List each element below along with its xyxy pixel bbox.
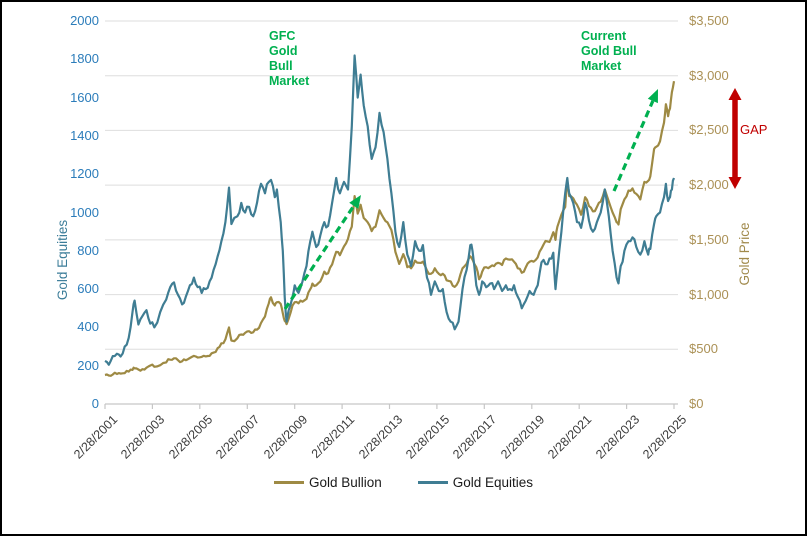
right-axis-tick-label: $1,500 <box>689 232 729 247</box>
series-line-gold-bullion <box>104 81 676 377</box>
current-bull-market-annotation: Current Gold Bull Market <box>581 29 637 73</box>
right-axis-tick-label: $2,500 <box>689 122 729 137</box>
legend-line-swatch <box>417 481 448 484</box>
left-axis-tick-label: 2000 <box>70 13 99 28</box>
left-axis-tick-label: 600 <box>77 281 99 296</box>
left-axis-tick-label: 1000 <box>70 205 99 220</box>
right-axis-title: Gold Price <box>737 222 752 286</box>
legend-line-swatch <box>273 481 304 484</box>
gfc-bull-market-annotation: GFC Gold Bull Market <box>269 29 310 88</box>
legend-label: Gold Bullion <box>308 475 382 490</box>
gap-arrowhead-down <box>728 177 742 189</box>
left-axis-tick-label: 1600 <box>70 90 99 105</box>
trend-arrowhead <box>647 89 658 104</box>
right-axis-tick-label: $1,000 <box>689 287 729 302</box>
legend-item-gold-bullion: Gold Bullion <box>273 475 382 490</box>
series-line-gold-equities <box>104 54 676 366</box>
legend: Gold Bullion Gold Equities <box>2 475 805 490</box>
left-axis-tick-label: 1800 <box>70 51 99 66</box>
right-axis-tick-label: $3,000 <box>689 68 729 83</box>
left-axis-tick-label: 0 <box>91 396 99 411</box>
right-axis-tick-label: $3,500 <box>689 13 729 28</box>
left-axis-tick-label: 200 <box>77 358 99 373</box>
gap-label: GAP <box>740 122 768 137</box>
bull-market-trend-arrow <box>283 204 356 310</box>
right-axis-tick-label: $0 <box>689 396 704 411</box>
legend-label: Gold Equities <box>452 475 534 490</box>
gap-arrow-shaft <box>732 99 738 178</box>
right-axis-tick-label: $2,000 <box>689 177 729 192</box>
bull-market-trend-arrow <box>612 100 655 192</box>
trend-arrowhead <box>349 195 361 209</box>
left-axis-tick-label: 1200 <box>70 166 99 181</box>
left-axis-tick-label: 1400 <box>70 128 99 143</box>
gap-arrowhead-up <box>728 88 742 100</box>
left-axis-tick-label: 400 <box>77 319 99 334</box>
left-axis-tick-label: 800 <box>77 243 99 258</box>
right-axis-tick-label: $500 <box>689 341 718 356</box>
legend-item-gold-equities: Gold Equities <box>417 475 534 490</box>
